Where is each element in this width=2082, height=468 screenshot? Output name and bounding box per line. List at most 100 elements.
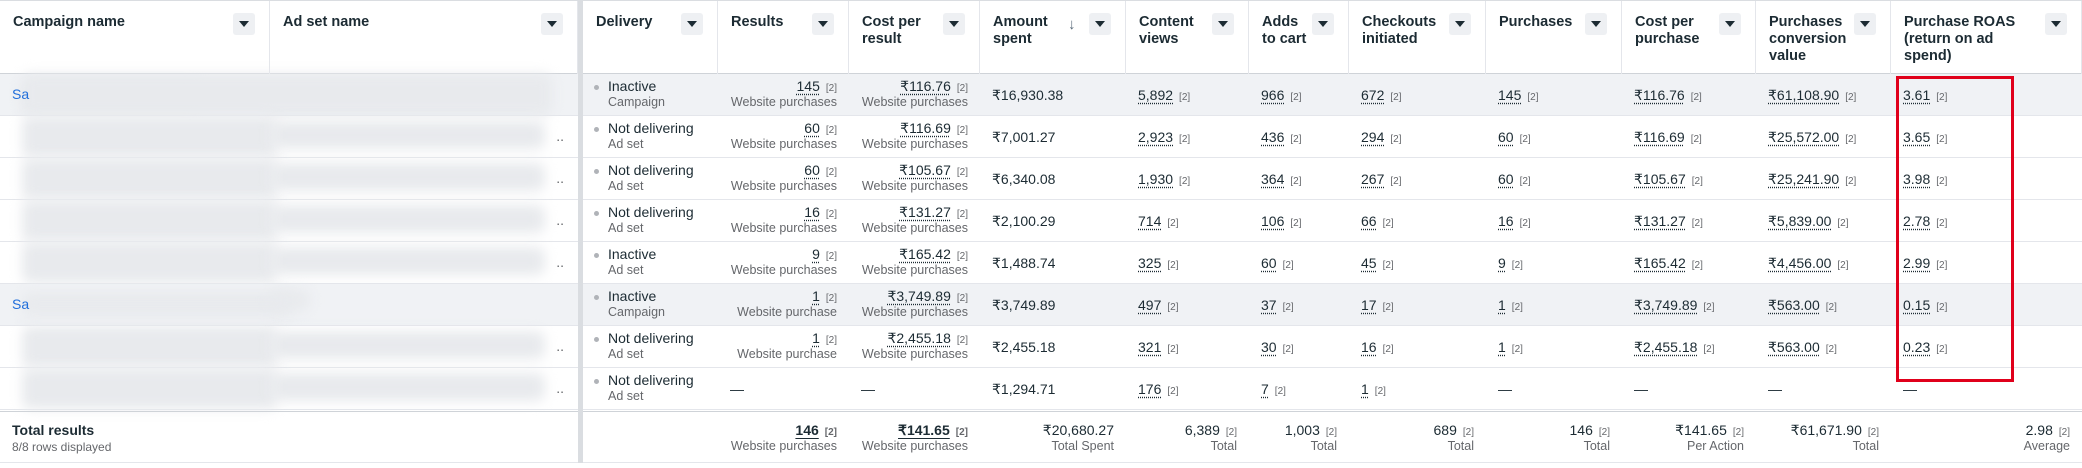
adset-row[interactable]: .. Not delivering Ad set 1 [2] Website purcha… (0, 326, 2082, 368)
adset-row[interactable]: .. Inactive Ad set 9 [2] Website purchases ₹16… (0, 242, 2082, 284)
campaign-name-link[interactable]: Sa (12, 86, 30, 102)
attribution-ref-marker[interactable]: [2] (956, 167, 968, 178)
adset-row[interactable]: .. Not delivering Ad set — — ₹1,294.71 176 [2] 7… (0, 368, 2082, 410)
attribution-ref-marker[interactable]: [2] (1325, 427, 1337, 438)
attribution-ref-marker[interactable]: [2] (1936, 302, 1948, 313)
content_views-value[interactable]: 714 [2] (1138, 213, 1178, 229)
column-header-adset[interactable]: Ad set name (270, 1, 578, 74)
column-menu-chevron-icon[interactable] (1312, 13, 1334, 35)
attribution-ref-marker[interactable]: [2] (1382, 218, 1394, 229)
total-purchases[interactable]: 146 [2] (1570, 422, 1610, 438)
attribution-ref-marker[interactable]: [2] (1936, 260, 1948, 271)
results-value[interactable]: 145 [2] (797, 78, 837, 94)
column-menu-chevron-icon[interactable] (1585, 13, 1607, 35)
conversion_value-value[interactable]: ₹25,241.90 [2] (1768, 171, 1856, 188)
campaign-row[interactable]: Sa Inactive Campaign 145 [2] Website purchase… (0, 74, 2082, 116)
attribution-ref-marker[interactable]: [2] (825, 125, 837, 136)
cost_per_result-value[interactable]: ₹105.67 [2] (899, 162, 968, 179)
purchases-value[interactable]: 9 [2] (1498, 255, 1523, 271)
attribution-ref-marker[interactable]: [2] (1527, 92, 1539, 103)
column-menu-chevron-icon[interactable] (681, 13, 703, 35)
column-header-delivery[interactable]: Delivery (583, 1, 718, 74)
campaign-row[interactable]: Sa Inactive Campaign 1 [2] Website purchase ₹3… (0, 284, 2082, 326)
attribution-ref-marker[interactable]: [2] (956, 209, 968, 220)
column-menu-chevron-icon[interactable] (233, 13, 255, 35)
column-header-conversion_value[interactable]: Purchases conversion value (1756, 1, 1891, 74)
content_views-value[interactable]: 176 [2] (1138, 381, 1178, 397)
roas-value[interactable]: 3.98 [2] (1903, 171, 1947, 187)
attribution-ref-marker[interactable]: [2] (1825, 344, 1837, 355)
content_views-value[interactable]: 321 [2] (1138, 339, 1178, 355)
content_views-value[interactable]: 2,923 [2] (1138, 129, 1190, 145)
attribution-ref-marker[interactable]: [2] (1691, 176, 1703, 187)
conversion_value-value[interactable]: ₹563.00 [2] (1768, 339, 1837, 356)
attribution-ref-marker[interactable]: [2] (956, 293, 968, 304)
adds_to_cart-value[interactable]: 7 [2] (1261, 381, 1286, 397)
attribution-ref-marker[interactable]: [2] (1732, 427, 1744, 438)
roas-value[interactable]: 3.65 [2] (1903, 129, 1947, 145)
checkouts-value[interactable]: 16 [2] (1361, 339, 1394, 355)
attribution-ref-marker[interactable]: [2] (1703, 344, 1715, 355)
total-cost_per_result[interactable]: ₹141.65 [2] (898, 422, 968, 439)
attribution-ref-marker[interactable]: [2] (1382, 260, 1394, 271)
attribution-ref-marker[interactable]: [2] (956, 125, 968, 136)
results-value[interactable]: 9 [2] (812, 246, 837, 262)
attribution-ref-marker[interactable]: [2] (1511, 302, 1523, 313)
attribution-ref-marker[interactable]: [2] (1382, 344, 1394, 355)
total-conversion_value[interactable]: ₹61,671.90 [2] (1791, 422, 1879, 439)
checkouts-value[interactable]: 45 [2] (1361, 255, 1394, 271)
adset-row[interactable]: .. Not delivering Ad set 16 [2] Website purch… (0, 200, 2082, 242)
attribution-ref-marker[interactable]: [2] (825, 83, 837, 94)
attribution-ref-marker[interactable]: [2] (956, 251, 968, 262)
results-value[interactable]: 1 [2] (812, 288, 837, 304)
results-value[interactable]: 16 [2] (804, 204, 837, 220)
attribution-ref-marker[interactable]: [2] (825, 293, 837, 304)
attribution-ref-marker[interactable]: [2] (1382, 302, 1394, 313)
conversion_value-value[interactable]: ₹61,108.90 [2] (1768, 87, 1856, 104)
attribution-ref-marker[interactable]: [2] (1390, 134, 1402, 145)
adds_to_cart-value[interactable]: 30 [2] (1261, 339, 1294, 355)
purchases-value[interactable]: 1 [2] (1498, 297, 1523, 313)
purchases-value[interactable]: 60 [2] (1498, 129, 1531, 145)
roas-value[interactable]: 3.61 [2] (1903, 87, 1947, 103)
checkouts-value[interactable]: 66 [2] (1361, 213, 1394, 229)
adds_to_cart-value[interactable]: 966 [2] (1261, 87, 1301, 103)
column-header-content_views[interactable]: Content views (1126, 1, 1249, 74)
attribution-ref-marker[interactable]: [2] (1936, 176, 1948, 187)
attribution-ref-marker[interactable]: [2] (825, 335, 837, 346)
adds_to_cart-value[interactable]: 436 [2] (1261, 129, 1301, 145)
content_views-value[interactable]: 1,930 [2] (1138, 171, 1190, 187)
attribution-ref-marker[interactable]: [2] (1936, 134, 1948, 145)
attribution-ref-marker[interactable]: [2] (1936, 92, 1948, 103)
attribution-ref-marker[interactable]: [2] (1290, 92, 1302, 103)
column-menu-chevron-icon[interactable] (943, 13, 965, 35)
column-menu-chevron-icon[interactable] (1089, 13, 1111, 35)
purchases-value[interactable]: 1 [2] (1498, 339, 1523, 355)
attribution-ref-marker[interactable]: [2] (1462, 427, 1474, 438)
checkouts-value[interactable]: 17 [2] (1361, 297, 1394, 313)
attribution-ref-marker[interactable]: [2] (1290, 134, 1302, 145)
attribution-ref-marker[interactable]: [2] (955, 427, 968, 438)
column-header-checkouts[interactable]: Checkouts initiated (1349, 1, 1486, 74)
cost_per_result-value[interactable]: ₹165.42 [2] (899, 246, 968, 263)
checkouts-value[interactable]: 267 [2] (1361, 171, 1401, 187)
cost_per_purchase-value[interactable]: ₹105.67 [2] (1634, 171, 1703, 188)
attribution-ref-marker[interactable]: [2] (825, 251, 837, 262)
total-results[interactable]: 146 [2] (795, 422, 837, 438)
cost_per_purchase-value[interactable]: ₹131.27 [2] (1634, 213, 1703, 230)
roas-value[interactable]: 0.15 [2] (1903, 297, 1947, 313)
attribution-ref-marker[interactable]: [2] (825, 167, 837, 178)
adset-row[interactable]: .. Not delivering Ad set 60 [2] Website purch… (0, 158, 2082, 200)
column-header-campaign[interactable]: Campaign name (0, 1, 270, 74)
adds_to_cart-value[interactable]: 37 [2] (1261, 297, 1294, 313)
campaign-name-link[interactable]: Sa (12, 296, 30, 312)
attribution-ref-marker[interactable]: [2] (1845, 134, 1857, 145)
attribution-ref-marker[interactable]: [2] (1179, 92, 1191, 103)
attribution-ref-marker[interactable]: [2] (1390, 176, 1402, 187)
attribution-ref-marker[interactable]: [2] (1282, 302, 1294, 313)
column-header-adds_to_cart[interactable]: Adds to cart (1249, 1, 1349, 74)
adds_to_cart-value[interactable]: 106 [2] (1261, 213, 1301, 229)
attribution-ref-marker[interactable]: [2] (1867, 427, 1879, 438)
attribution-ref-marker[interactable]: [2] (1179, 176, 1191, 187)
roas-value[interactable]: 2.99 [2] (1903, 255, 1947, 271)
